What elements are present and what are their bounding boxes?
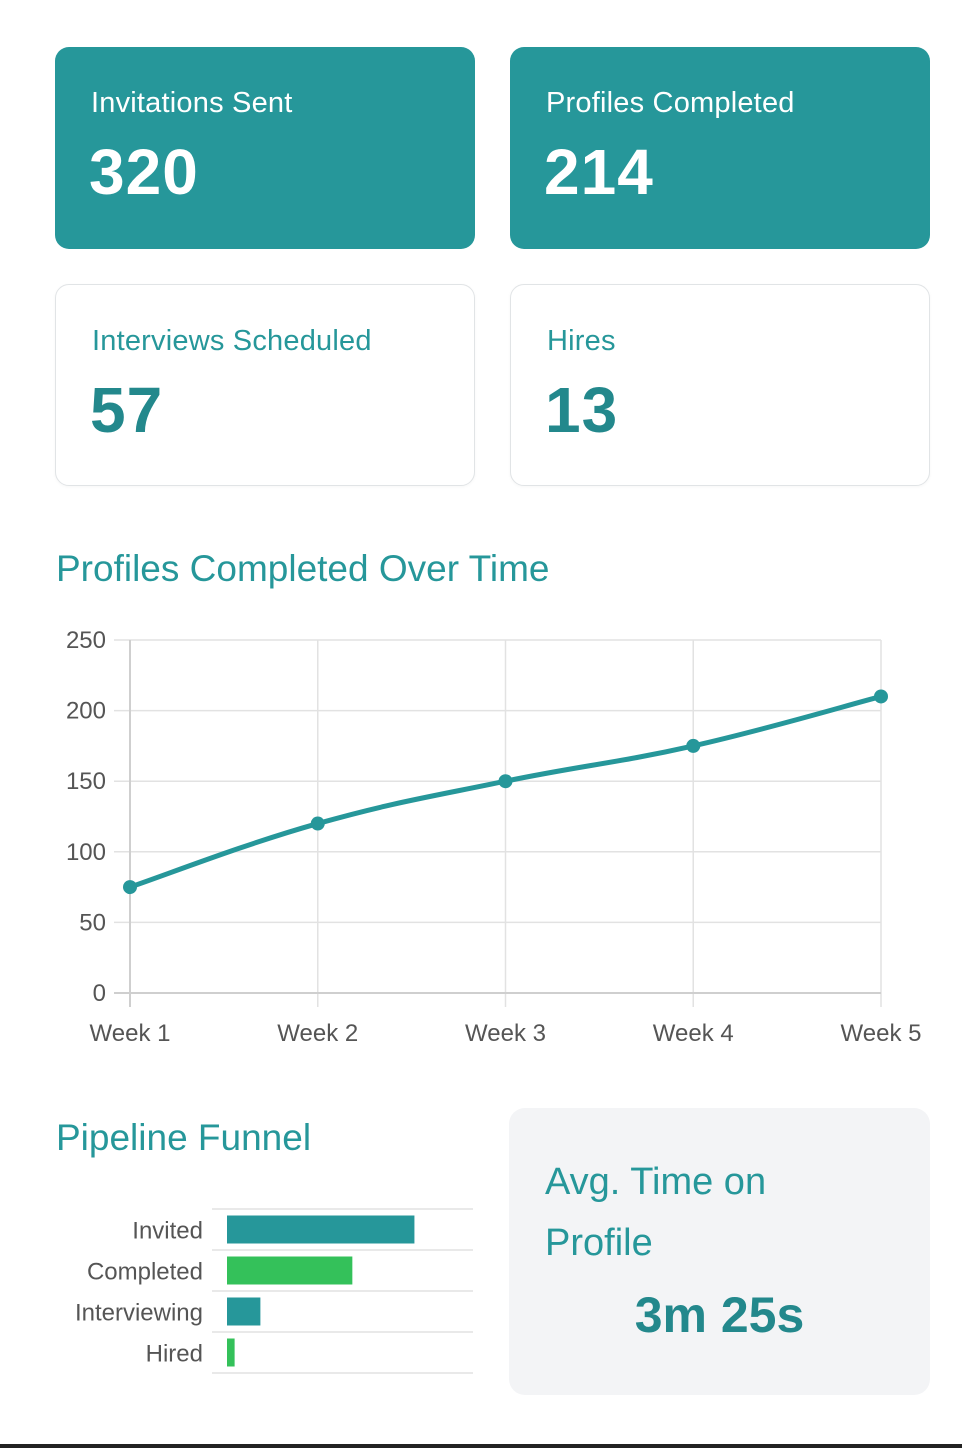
data-point [123,880,137,895]
kpi-value: 13 [545,374,619,446]
data-point [498,774,513,789]
y-tick-label: 250 [66,627,106,654]
x-tick-label: Week 4 [653,1020,734,1047]
x-tick-label: Week 2 [277,1020,358,1047]
funnel-bar [227,1297,261,1326]
kpi-card-interviews-scheduled: Interviews Scheduled 57 [55,284,475,486]
y-tick-label: 150 [66,768,106,795]
funnel-bar [227,1215,415,1244]
kpi-card-profiles-completed: Profiles Completed 214 [510,47,930,249]
funnel-bar [227,1256,353,1285]
kpi-card-hires: Hires 13 [510,284,930,486]
y-tick-label: 0 [93,980,106,1007]
kpi-label: Interviews Scheduled [92,325,372,357]
y-tick-label: 50 [79,909,106,936]
data-point [686,738,701,753]
kpi-value: 320 [89,136,199,208]
line-chart-title: Profiles Completed Over Time [56,548,550,589]
avg-time-value: 3m 25s [634,1287,805,1343]
category-label: Hired [146,1341,203,1368]
x-tick-label: Week 1 [90,1020,171,1047]
kpi-value: 57 [90,374,164,446]
pipeline-funnel-chart: Invited Completed Interviewing Hired [75,1208,473,1374]
x-tick-label: Week 3 [465,1020,546,1047]
y-tick-label: 200 [66,698,106,725]
funnel-bar [227,1338,235,1367]
data-point [874,689,888,704]
kpi-label: Invitations Sent [91,87,293,119]
kpi-card-invitations-sent: Invitations Sent 320 [55,47,475,249]
data-point [310,816,325,831]
bottom-edge [0,1444,962,1448]
profiles-line-chart: 0 50 100 150 200 250 Week 1 Week 2 Week 3 Week 4 W… [66,627,922,1047]
kpi-label: Hires [547,325,616,357]
kpi-value: 214 [544,136,654,208]
y-tick-label: 100 [66,839,106,866]
category-label: Interviewing [75,1300,203,1327]
x-tick-label: Week 5 [841,1020,922,1047]
kpi-label: Profiles Completed [546,87,795,119]
funnel-chart-title: Pipeline Funnel [56,1117,312,1158]
avg-time-label: Avg. Time on Profile [545,1161,767,1264]
category-label: Completed [87,1259,203,1286]
category-label: Invited [132,1218,203,1245]
avg-time-card: Avg. Time on Profile 3m 25s [509,1108,930,1395]
